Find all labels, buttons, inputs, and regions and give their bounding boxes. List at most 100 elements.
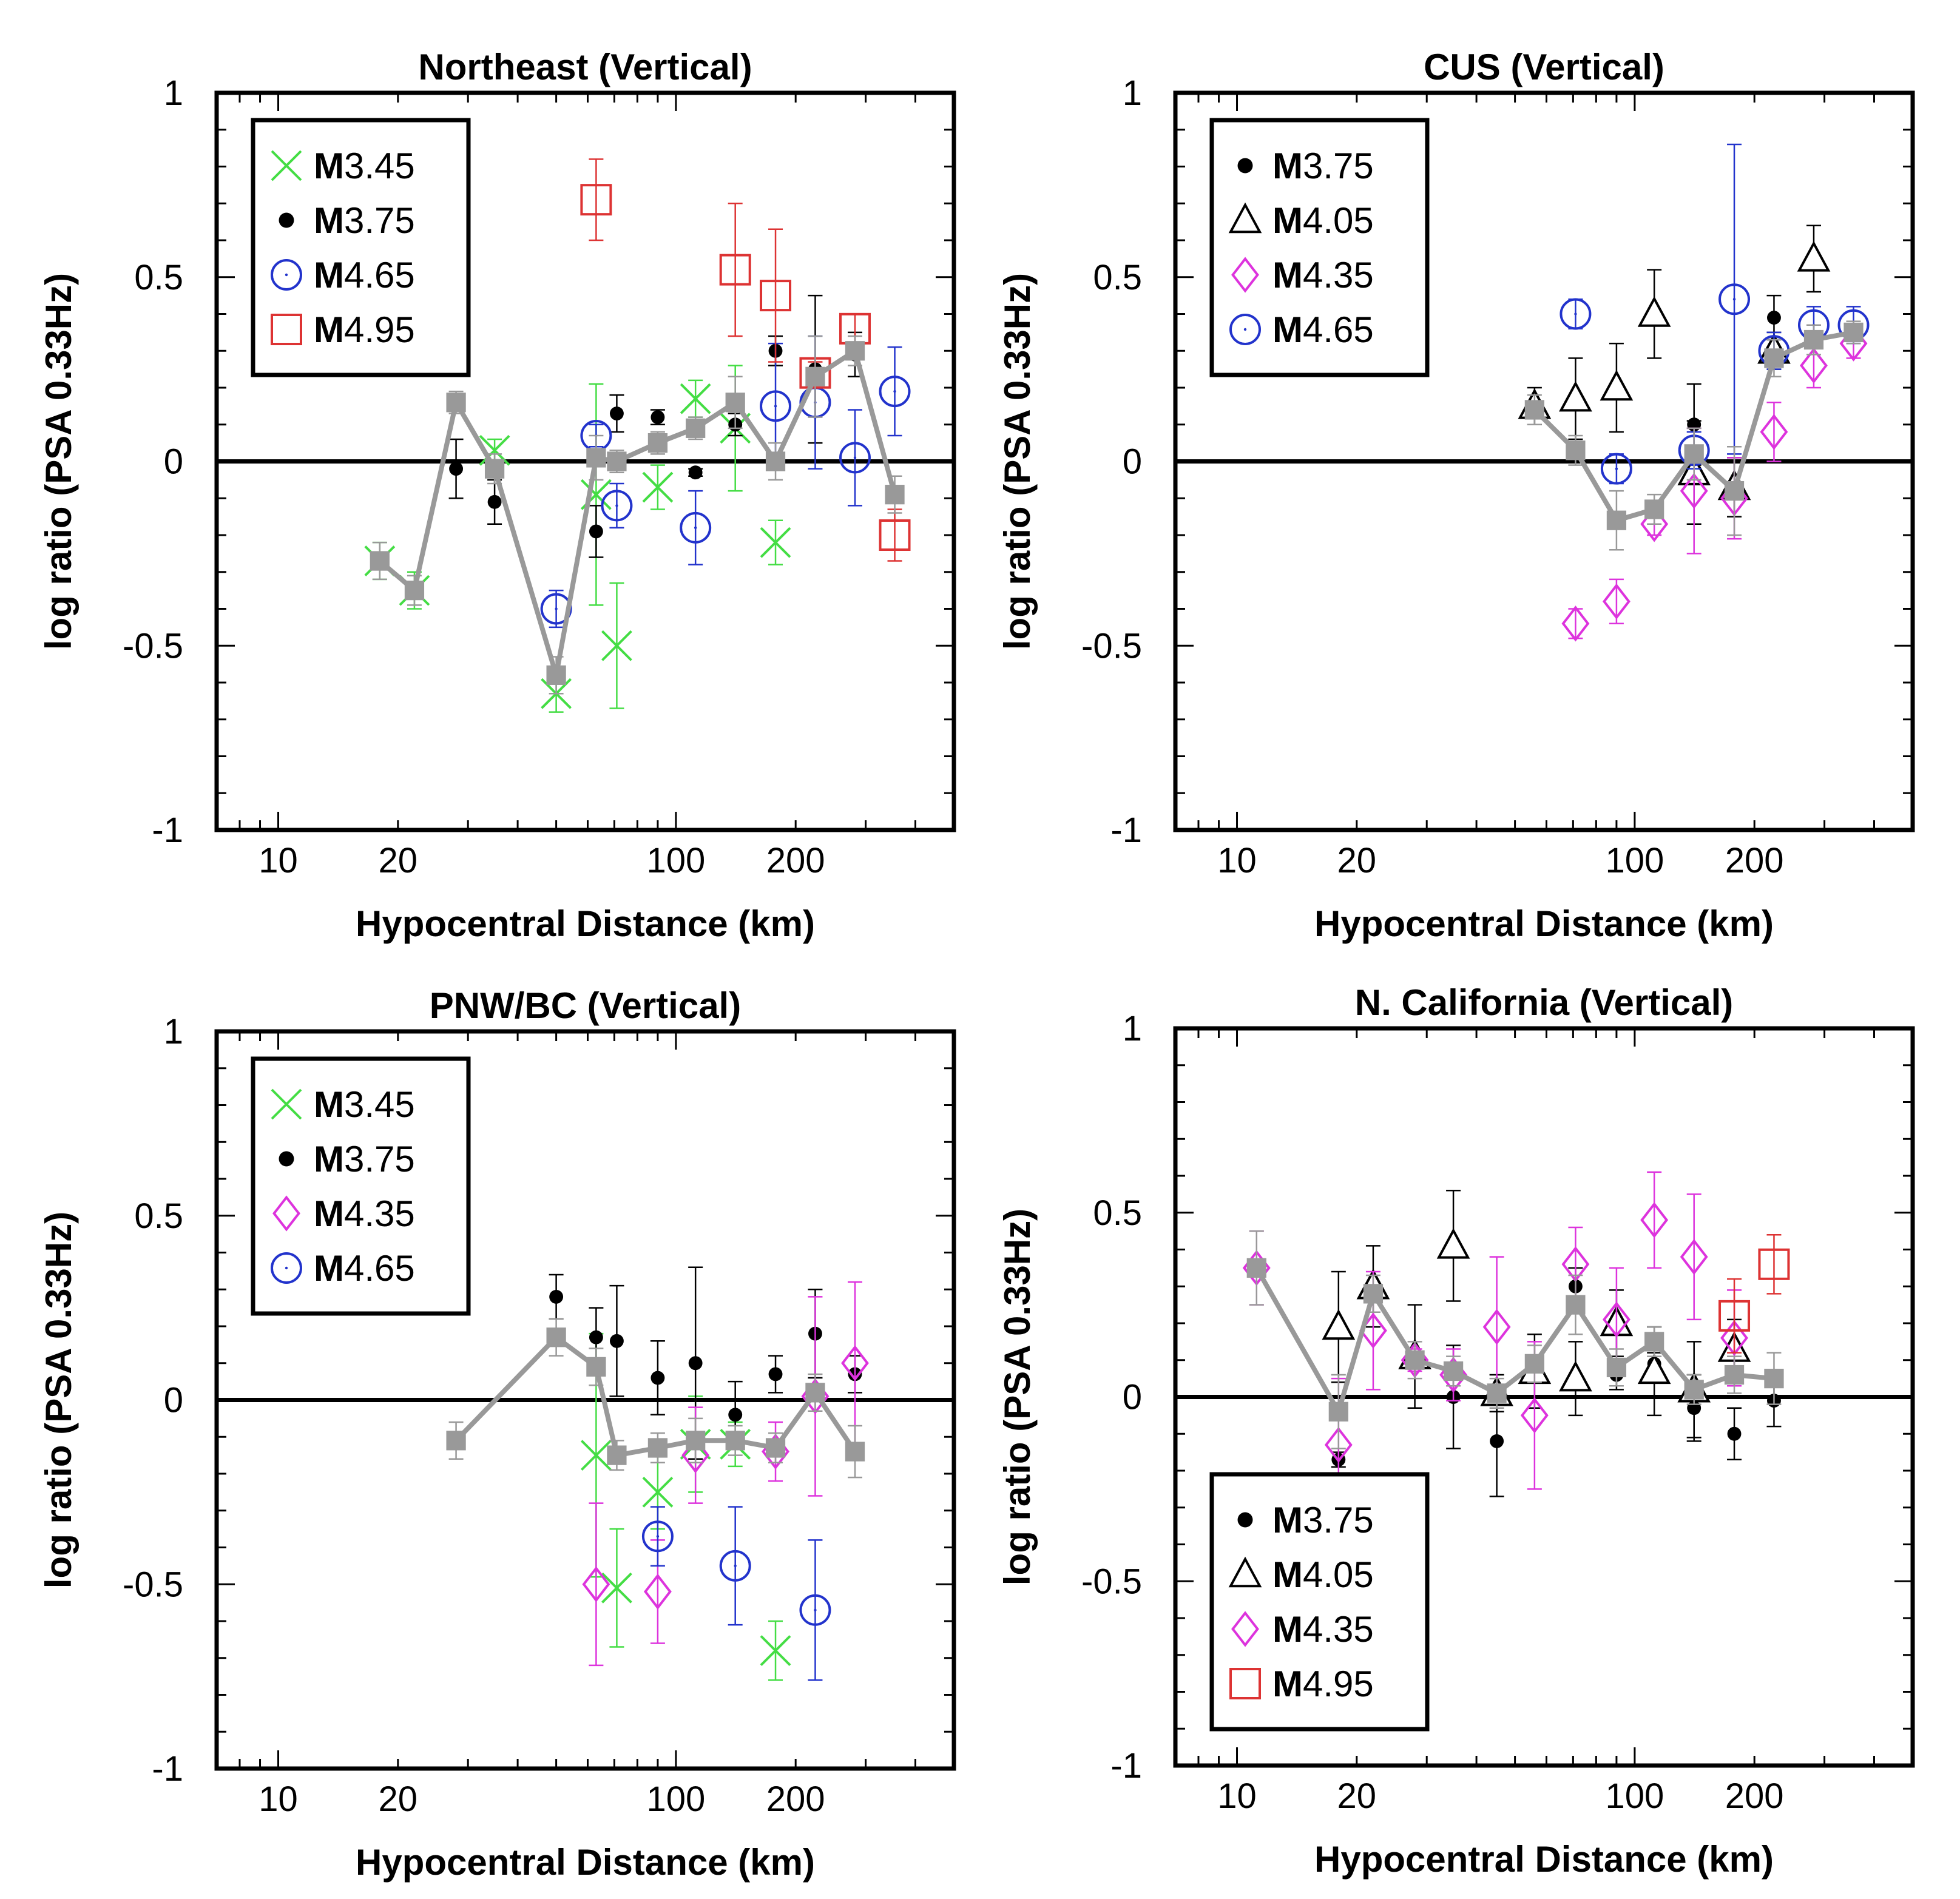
y-tick-label: -1 xyxy=(1110,1746,1142,1786)
data-point xyxy=(1524,1354,1544,1374)
data-point xyxy=(805,1383,825,1403)
y-ticks: -1 -0.5 0 0.5 1 xyxy=(1081,73,1913,850)
circle-center xyxy=(285,273,288,277)
legend-entry: M4.35 xyxy=(1231,255,1374,295)
x-axis-label: Hypocentral Distance (km) xyxy=(1314,903,1774,944)
data-point xyxy=(1767,311,1781,325)
legend-label-magnitude: M xyxy=(1272,255,1303,295)
legend-marker xyxy=(1231,257,1259,293)
x-tick-label: 200 xyxy=(1725,841,1784,880)
legend-label-value: 4.35 xyxy=(1303,1609,1374,1650)
circle-center xyxy=(1574,312,1577,315)
data-point xyxy=(582,1566,610,1602)
y-tick-label: 0.5 xyxy=(134,1196,183,1236)
circle-center xyxy=(555,607,558,610)
data-point xyxy=(1606,510,1627,530)
data-point xyxy=(546,1327,566,1348)
legend-marker xyxy=(1237,1512,1253,1528)
circle-center xyxy=(814,1608,817,1611)
y-tick-label: -1 xyxy=(152,811,183,850)
x-tick-label: 200 xyxy=(766,841,825,880)
data-point xyxy=(1644,499,1664,519)
legend-entry: M3.45 xyxy=(271,146,415,186)
data-point xyxy=(1566,1295,1586,1315)
y-axis-label: log ratio (PSA 0.33Hz) xyxy=(38,1212,79,1588)
circle-center xyxy=(734,1564,737,1568)
data-point xyxy=(641,1520,674,1553)
x-tick-label: 100 xyxy=(647,1779,706,1819)
series-m4-35 xyxy=(582,1281,869,1667)
data-point xyxy=(1720,1320,1748,1356)
y-tick-label: 1 xyxy=(1123,1009,1142,1048)
legend-entry: M3.75 xyxy=(279,1139,415,1179)
legend-entry: M4.65 xyxy=(271,255,415,295)
data-point xyxy=(487,494,502,509)
legend-label-value: 4.65 xyxy=(344,1248,415,1289)
data-point xyxy=(1559,1360,1592,1392)
series-m3-45 xyxy=(364,365,791,713)
legend-label-value: 4.05 xyxy=(1303,1554,1374,1595)
legend-marker xyxy=(271,1252,302,1284)
data-point xyxy=(1520,1397,1549,1434)
y-tick-label: 0.5 xyxy=(134,258,183,297)
legend-label-magnitude: M xyxy=(314,1139,344,1179)
panel-cus: CUS (Vertical) Hypocentral Distance (km)… xyxy=(997,47,1915,944)
data-point xyxy=(546,665,566,685)
data-point xyxy=(607,451,627,471)
data-point xyxy=(768,1367,783,1381)
panel-title: N. California (Vertical) xyxy=(1355,982,1734,1023)
x-tick-label: 10 xyxy=(1217,841,1257,880)
data-point xyxy=(589,524,603,539)
data-point xyxy=(1566,440,1586,460)
x-stroke xyxy=(642,471,674,503)
y-ticks: -1 -0.5 0 0.5 1 xyxy=(123,1012,954,1789)
data-point xyxy=(601,1572,632,1604)
legend-label: M4.95 xyxy=(1272,1664,1374,1704)
circle-center xyxy=(1243,328,1247,331)
error-bar xyxy=(887,508,902,562)
data-point xyxy=(1680,1238,1708,1275)
x-tick-label: 10 xyxy=(259,1779,298,1819)
x-axis-label: Hypocentral Distance (km) xyxy=(1314,1839,1774,1880)
data-point xyxy=(760,390,792,422)
error-bar xyxy=(589,158,604,241)
legend-label: M3.45 xyxy=(314,1084,415,1125)
legend-label-magnitude: M xyxy=(314,1248,344,1289)
data-point xyxy=(1680,473,1708,509)
data-point xyxy=(1724,481,1745,501)
legend-label: M3.45 xyxy=(314,146,415,186)
y-tick-label: -0.5 xyxy=(123,626,183,666)
circle-ring xyxy=(1718,283,1751,315)
error-bar xyxy=(728,203,743,337)
data-point xyxy=(1843,322,1864,342)
legend-marker xyxy=(1229,314,1261,345)
legend-label-value: 3.75 xyxy=(344,1139,415,1179)
data-point xyxy=(647,433,668,453)
legend-label-value: 3.75 xyxy=(344,200,415,241)
x-tick-labels: 10 20 100 200 xyxy=(259,1779,825,1819)
x-tick-label: 200 xyxy=(1725,1776,1784,1816)
data-point xyxy=(1637,296,1671,327)
legend-label: M4.95 xyxy=(314,309,415,350)
circle-ring xyxy=(1600,453,1632,485)
legend-label-magnitude: M xyxy=(314,309,344,350)
legend-label-magnitude: M xyxy=(1272,309,1303,350)
data-point xyxy=(404,581,425,601)
data-point xyxy=(725,1431,745,1451)
data-point xyxy=(1760,414,1788,450)
series-m4-65 xyxy=(1560,143,1870,485)
x-tick-labels: 10 20 100 200 xyxy=(1217,841,1783,880)
legend-entry: M4.05 xyxy=(1228,1554,1374,1595)
legend-label-magnitude: M xyxy=(1272,200,1303,241)
legend-label-value: 4.65 xyxy=(1303,309,1374,350)
plot-frame xyxy=(214,90,956,832)
data-point xyxy=(1328,1401,1348,1422)
data-point xyxy=(1487,1383,1507,1403)
series-m4-35 xyxy=(1242,1171,1748,1513)
data-point xyxy=(725,393,745,413)
x-stroke xyxy=(760,527,791,558)
x-axis-label: Hypocentral Distance (km) xyxy=(356,903,815,944)
legend-entry: M4.95 xyxy=(1229,1664,1374,1704)
legend-entry: M3.45 xyxy=(271,1084,415,1125)
